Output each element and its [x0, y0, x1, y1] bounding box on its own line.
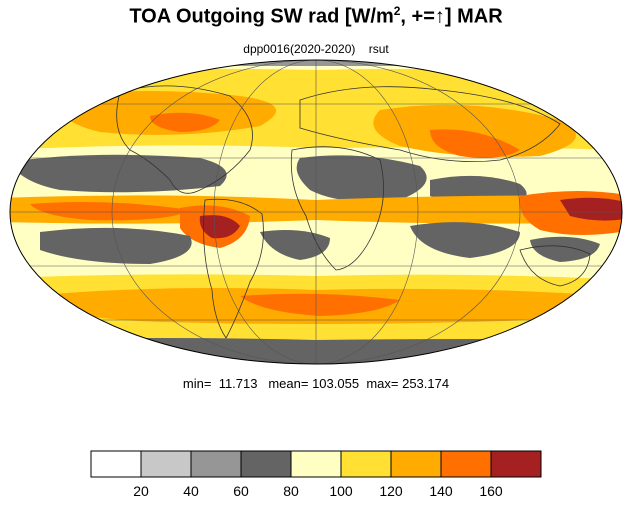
stat-mean-label: mean=: [268, 376, 309, 391]
colorbar-tick-label: 100: [329, 483, 353, 499]
north-subtropic-grey-east: [296, 155, 427, 202]
map-border: [9, 59, 623, 365]
graticule: [10, 60, 622, 364]
colorbar-swatch-8: [490, 450, 542, 478]
south-subtropic-grey-atlantic: [260, 230, 330, 260]
title-suffix: ] MAR: [444, 5, 503, 28]
colorbar-swatch-0: [90, 450, 142, 478]
colorbar-swatch-6: [390, 450, 442, 478]
stat-min-label: min=: [182, 376, 212, 391]
chart-subtitle: dpp0016(2020-2020) rsut: [0, 42, 632, 56]
subtitle-variable: rsut: [368, 42, 389, 56]
north-dark-west: [150, 112, 220, 132]
colorbar-tick-label: 20: [133, 483, 149, 499]
north-band-dark-east: [430, 129, 520, 158]
south-band-dark: [240, 293, 400, 316]
colorbar-swatch-7: [440, 450, 492, 478]
colorbar-swatch-1: [140, 450, 192, 478]
colorbar-swatch-4: [290, 450, 342, 478]
colorbar-tick-label: 80: [283, 483, 299, 499]
itcz-core-west: [30, 202, 190, 221]
colorbar-tick-label: 140: [429, 483, 453, 499]
colorbar-swatch-3: [240, 450, 292, 478]
title-mid: , +=: [400, 5, 435, 28]
maritime-continent-core: [560, 197, 622, 221]
north-band-orange-east: [373, 104, 576, 157]
stat-max-value: 253.174: [402, 376, 450, 391]
colorbar-swatch-2: [190, 450, 242, 478]
north-band-orange: [58, 91, 276, 135]
colorbar-swatch-5: [340, 450, 392, 478]
south-subtropic-grey-east: [530, 236, 600, 262]
stat-min-value: 11.713: [218, 376, 258, 391]
colorbar-tick-label: 40: [183, 483, 199, 499]
title-prefix: TOA Outgoing SW rad [W/m: [129, 5, 394, 28]
subtitle-run: dpp0016(2020-2020): [243, 42, 356, 56]
colorbar-tick-label: 60: [233, 483, 249, 499]
title-superscript: 2: [393, 4, 401, 18]
stat-mean-value: 103.055: [312, 376, 360, 391]
colorbar-tick-label: 160: [479, 483, 503, 499]
chart-title: TOA Outgoing SW rad [W/m2, +=↑] MAR: [0, 4, 632, 29]
south-subtropic-grey-indian: [410, 222, 520, 258]
map-statistics: min= 11.713 mean= 103.055 max= 253.174: [0, 376, 632, 391]
up-arrow-icon: ↑: [434, 5, 445, 28]
amazon-core: [199, 215, 240, 239]
south-subtropic-grey-pacific: [40, 227, 192, 264]
colorbar-tick-label: 120: [379, 483, 403, 499]
stat-max-label: max=: [366, 376, 399, 391]
